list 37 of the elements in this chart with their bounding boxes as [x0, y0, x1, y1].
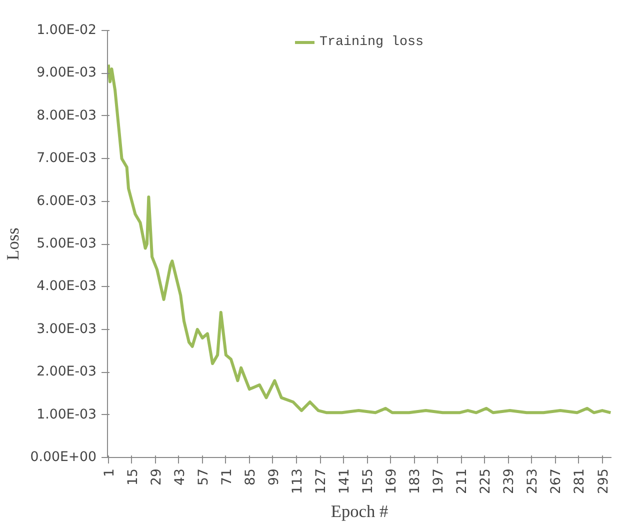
y-tick-label: 4.00E-03 — [36, 279, 97, 294]
x-tick-label: 1 — [102, 468, 118, 477]
y-tick-label: 6.00E-03 — [36, 194, 97, 209]
x-tick-label: 99 — [266, 468, 282, 486]
x-tick-label: 155 — [361, 468, 376, 494]
y-axis-title: Loss — [3, 227, 22, 260]
x-tick-label: 141 — [338, 468, 353, 494]
x-tick-label: 295 — [596, 468, 612, 494]
x-tick-label: 29 — [149, 468, 164, 486]
x-tick-label: 57 — [196, 468, 212, 486]
y-tick-label: 8.00E-03 — [36, 108, 97, 124]
x-tick-label: 239 — [502, 468, 518, 494]
y-tick-label: 3.00E-03 — [36, 322, 97, 337]
x-tick-label: 43 — [172, 468, 188, 486]
y-tick-label: 1.00E-03 — [36, 407, 97, 422]
x-tick-label: 71 — [220, 468, 235, 486]
y-tick-label: 7.00E-03 — [36, 151, 97, 166]
x-tick-label: 267 — [549, 468, 564, 494]
x-tick-label: 85 — [243, 468, 258, 486]
y-tick-label: 1.00E-02 — [36, 23, 97, 38]
x-tick-label: 127 — [314, 468, 330, 494]
x-tick-label: 169 — [384, 468, 400, 494]
y-tick-label: 0.00E+00 — [30, 450, 97, 465]
x-axis-title: Epoch # — [330, 502, 388, 521]
x-tick-label: 225 — [478, 468, 494, 494]
x-tick-label: 183 — [408, 468, 424, 494]
x-tick-label: 197 — [432, 468, 447, 494]
x-tick-label: 253 — [526, 468, 541, 494]
x-tick-label: 211 — [455, 468, 470, 494]
y-tick-label: 5.00E-03 — [36, 236, 97, 252]
x-tick-label: 281 — [572, 468, 588, 494]
x-tick-label: 15 — [126, 468, 141, 486]
line-series — [108, 63, 612, 414]
legend-label: Training loss — [320, 34, 424, 50]
y-tick-label: 2.00E-03 — [36, 364, 97, 380]
x-tick-label: 113 — [290, 468, 306, 494]
y-tick-label: 9.00E-03 — [36, 66, 97, 81]
